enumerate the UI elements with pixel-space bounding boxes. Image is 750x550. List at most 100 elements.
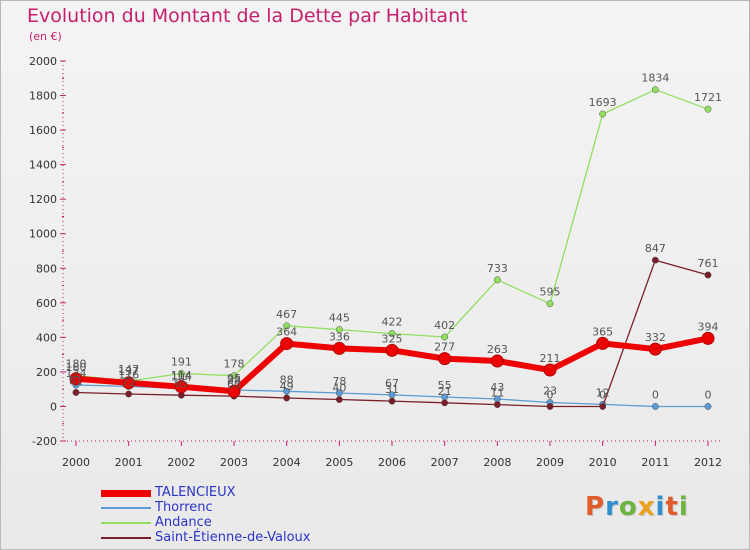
data-label: 325	[382, 332, 403, 345]
data-point	[438, 352, 452, 366]
data-label: 847	[645, 242, 666, 255]
y-tick-label: 0	[50, 400, 57, 413]
y-tick-label: 1600	[29, 124, 57, 137]
legend-label: Saint-Étienne-de-Valoux	[155, 530, 311, 545]
data-label: 11	[490, 387, 504, 400]
x-tick-label: 2000	[62, 456, 90, 469]
data-point	[69, 372, 83, 386]
data-point	[651, 256, 659, 264]
data-point	[385, 343, 399, 357]
data-label: 211	[540, 352, 561, 365]
data-point	[704, 105, 712, 113]
data-label: 160	[66, 361, 87, 374]
data-label: 178	[224, 358, 245, 371]
legend-swatch	[101, 522, 151, 524]
data-label: 31	[385, 383, 399, 396]
x-tick-label: 2011	[641, 456, 669, 469]
chart-series	[69, 86, 715, 410]
x-tick-label: 2001	[115, 456, 143, 469]
data-point	[441, 399, 449, 407]
data-label: 43	[490, 381, 504, 394]
data-label: 12	[596, 386, 610, 399]
data-label: 137	[118, 365, 139, 378]
legend-swatch	[101, 507, 151, 509]
data-point	[596, 336, 610, 350]
data-point	[648, 342, 662, 356]
data-label: 1721	[694, 91, 722, 104]
data-point	[546, 300, 554, 308]
data-point	[493, 401, 501, 409]
data-point	[72, 389, 80, 396]
data-label: 277	[434, 341, 455, 354]
x-tick-label: 2012	[694, 456, 722, 469]
data-point	[599, 110, 607, 118]
legend-label: TALENCIEUX	[155, 485, 236, 500]
data-label: 332	[645, 331, 666, 344]
data-label: 21	[438, 385, 452, 398]
data-label: 263	[487, 343, 508, 356]
data-label: 422	[382, 316, 403, 329]
data-point	[704, 271, 712, 279]
data-label: 88	[280, 373, 294, 386]
data-point	[335, 396, 343, 403]
data-point	[230, 372, 238, 380]
data-label: 104	[171, 370, 192, 383]
data-point	[177, 370, 185, 377]
data-label: 60	[227, 378, 241, 391]
data-label: 336	[329, 330, 350, 343]
data-point	[283, 387, 291, 395]
data-point	[332, 341, 346, 355]
data-point	[543, 363, 557, 377]
data-point	[227, 384, 241, 398]
data-label: 88	[227, 373, 241, 386]
data-point	[388, 330, 396, 338]
data-point	[493, 276, 501, 284]
x-tick-label: 2010	[589, 456, 617, 469]
x-tick-label: 2005	[325, 456, 353, 469]
data-label: 114	[171, 369, 192, 382]
data-label: 55	[438, 379, 452, 392]
data-point	[388, 397, 396, 405]
x-tick-label: 2002	[167, 456, 195, 469]
data-point	[704, 403, 712, 410]
data-point	[546, 403, 554, 410]
data-point	[651, 86, 659, 94]
data-label: 365	[592, 325, 613, 338]
data-point	[599, 403, 607, 410]
x-tick-label: 2009	[536, 456, 564, 469]
x-tick-label: 2006	[378, 456, 406, 469]
data-label: 49	[280, 380, 294, 393]
chart-axes: -200020040060080010001200140016001800200…	[29, 55, 722, 469]
data-label: 72	[122, 376, 136, 389]
data-label: 0	[705, 388, 712, 401]
data-label: 180	[66, 357, 87, 370]
y-tick-label: 800	[36, 262, 57, 275]
data-point	[122, 376, 136, 390]
x-tick-label: 2003	[220, 456, 248, 469]
data-label: 0	[547, 388, 554, 401]
data-label: 23	[543, 384, 557, 397]
data-label: 467	[276, 308, 297, 321]
data-label: 81	[69, 374, 83, 387]
x-tick-label: 2004	[273, 456, 301, 469]
y-tick-label: 600	[36, 297, 57, 310]
y-tick-label: 2000	[29, 55, 57, 68]
y-tick-label: 1400	[29, 159, 57, 172]
data-label: 1693	[589, 96, 617, 109]
legend-label: Andance	[155, 515, 212, 530]
data-point	[335, 326, 343, 334]
data-point	[441, 333, 449, 341]
data-point	[651, 403, 659, 410]
data-label: 402	[434, 319, 455, 332]
legend-label: Thorrenc	[155, 500, 213, 515]
data-point	[283, 394, 291, 402]
data-point	[490, 354, 504, 368]
chart-subtitle: (en €)	[29, 30, 62, 43]
data-point	[174, 380, 188, 394]
chart-title: Evolution du Montant de la Dette par Hab…	[27, 5, 468, 27]
data-point	[125, 390, 133, 398]
data-point	[283, 322, 291, 330]
x-tick-label: 2007	[431, 456, 459, 469]
